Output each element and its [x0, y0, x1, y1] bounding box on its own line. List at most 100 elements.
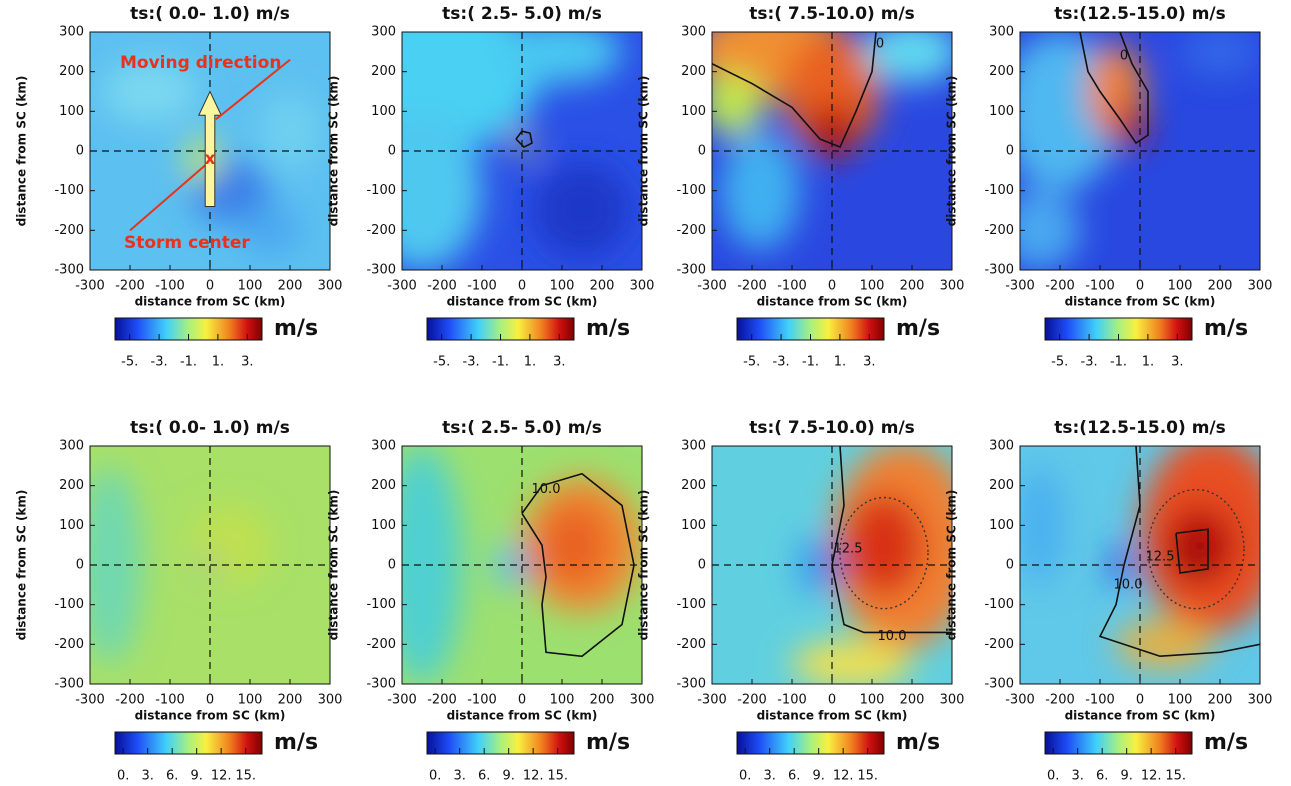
x-tick-label: 100: [238, 693, 263, 708]
colorbar-tick-label: 0.: [429, 769, 441, 784]
x-tick-label: -100: [155, 279, 185, 294]
field-blob: [1180, 32, 1260, 76]
x-tick-label: -100: [467, 693, 497, 708]
y-tick-label: 100: [371, 518, 396, 533]
y-tick-label: -300: [984, 677, 1014, 692]
colorbar-tick-label: 15.: [235, 769, 256, 784]
y-tick-label: -100: [54, 183, 84, 198]
colorbar-tick-label: 3.: [1071, 769, 1083, 784]
x-axis-label: distance from SC (km): [1065, 295, 1216, 309]
x-tick-label: 200: [590, 279, 615, 294]
x-tick-label: -200: [427, 693, 457, 708]
x-tick-label: -300: [387, 693, 417, 708]
panel-title: ts:(12.5-15.0) m/s: [1054, 418, 1226, 438]
colorbar-unit: m/s: [586, 730, 630, 755]
colorbar-tick-label: 6.: [166, 769, 178, 784]
x-axis-label: distance from SC (km): [447, 295, 598, 309]
y-tick-label: -300: [54, 677, 84, 692]
contour: [712, 32, 877, 149]
y-tick-label: 200: [681, 478, 706, 493]
y-axis-label: distance from SC (km): [945, 490, 959, 641]
colorbar-tick-label: 1.: [212, 355, 224, 370]
panel: ts:( 2.5- 5.0) m/s -300 -200 -100 0 100 200 300…: [327, 4, 655, 370]
x-axis-label: distance from SC (km): [135, 295, 286, 309]
y-tick-label: 0: [388, 558, 396, 573]
x-tick-label: 100: [1168, 279, 1193, 294]
pointer: [129, 162, 209, 232]
contour-dotted: [1147, 488, 1245, 610]
colorbar-tick-label: 15.: [857, 769, 878, 784]
panel-title: ts:( 2.5- 5.0) m/s: [442, 4, 602, 24]
pointer: [215, 58, 291, 121]
panel: 0 ts:( 7.5-10.0) m/s -300 -200 -100 0 100 200 30…: [637, 4, 965, 370]
annotation: x: [205, 149, 216, 169]
y-axis-label: distance from SC (km): [637, 76, 651, 227]
y-tick-label: 300: [681, 439, 706, 454]
field-blob: [844, 493, 924, 597]
colorbar-tick-label: -5.: [743, 355, 760, 370]
contour: [1098, 446, 1260, 658]
colorbar-unit: m/s: [274, 316, 318, 341]
field-blob: [190, 505, 270, 585]
contour: [831, 446, 952, 634]
arrow: [198, 90, 222, 208]
x-tick-label: 0: [518, 279, 526, 294]
panel: 10.0 ts:( 2.5- 5.0) m/s -300 -200 -100 0 100 20…: [327, 418, 655, 784]
colorbar-tick-label: 3.: [553, 355, 565, 370]
colorbar-tick-label: -1.: [802, 355, 819, 370]
y-tick-label: -100: [54, 597, 84, 612]
colorbar-unit: m/s: [896, 730, 940, 755]
x-tick-label: -200: [115, 693, 145, 708]
colorbar-tick-label: 3.: [453, 769, 465, 784]
y-tick-label: -200: [676, 223, 706, 238]
contour-label: 10.0: [878, 629, 907, 644]
y-tick-label: -200: [366, 637, 396, 652]
y-tick-label: -100: [676, 183, 706, 198]
colorbar-tick-label: 3.: [863, 355, 875, 370]
field: [1020, 32, 1260, 270]
field-blob: [502, 32, 622, 84]
x-tick-label: 100: [860, 279, 885, 294]
x-tick-label: 300: [318, 279, 343, 294]
colorbar-tick-label: 9.: [1120, 769, 1132, 784]
y-tick-label: -300: [54, 263, 84, 278]
x-tick-label: 300: [318, 693, 343, 708]
x-tick-label: 300: [1248, 279, 1273, 294]
colorbar-tick-label: 3.: [141, 769, 153, 784]
x-tick-label: -200: [1045, 279, 1075, 294]
field-blob: [712, 71, 764, 136]
colorbar: [426, 731, 575, 755]
y-axis-label: distance from SC (km): [945, 76, 959, 227]
field-blob: [542, 505, 606, 585]
y-tick-label: -200: [54, 637, 84, 652]
x-tick-label: -200: [115, 279, 145, 294]
x-tick-label: -100: [467, 279, 497, 294]
y-axis-label: distance from SC (km): [15, 76, 29, 227]
field-blob: [1020, 465, 1064, 585]
field-blobs: [712, 32, 952, 251]
x-tick-label: -100: [777, 279, 807, 294]
field-blob: [534, 162, 630, 259]
colorbar-tick-label: -1.: [180, 355, 197, 370]
contour-label: 10.0: [1114, 577, 1143, 592]
x-tick-label: 100: [1168, 693, 1193, 708]
y-tick-label: 100: [59, 518, 84, 533]
y-tick-label: 0: [1006, 144, 1014, 159]
panel: 12.5 10.0 ts:( 7.5-10.0) m/s -300 -200 -100 0 1…: [637, 418, 965, 784]
x-tick-label: 0: [828, 693, 836, 708]
x-tick-label: -300: [75, 279, 105, 294]
y-tick-label: 300: [59, 25, 84, 40]
field-blob: [784, 32, 880, 151]
contour: [1175, 528, 1209, 574]
field-blob: [720, 131, 800, 251]
field-blob: [1020, 190, 1080, 270]
colorbar-unit: m/s: [586, 316, 630, 341]
x-axis-label: distance from SC (km): [447, 709, 598, 723]
colorbar-tick-label: -5.: [1051, 355, 1068, 370]
y-tick-label: 0: [698, 144, 706, 159]
y-tick-label: 300: [989, 439, 1014, 454]
colorbar-tick-label: 15.: [547, 769, 568, 784]
x-tick-label: 0: [828, 279, 836, 294]
colorbar-tick-label: 12.: [523, 769, 544, 784]
